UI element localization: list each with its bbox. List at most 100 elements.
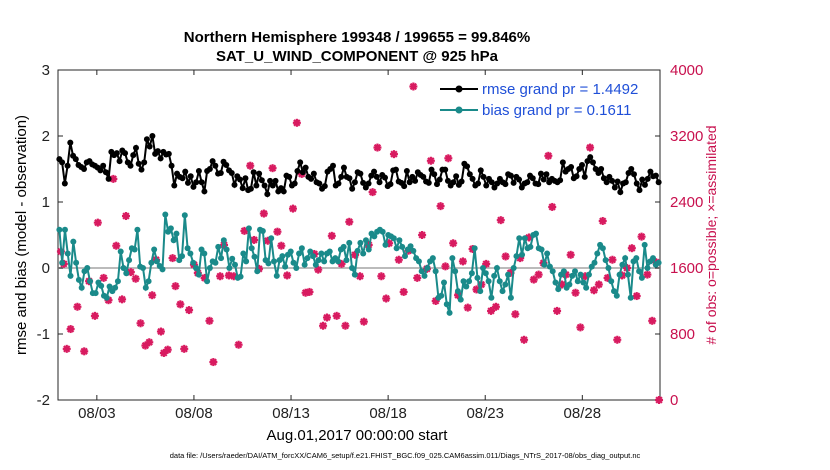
obs-assimilated-marker bbox=[80, 347, 89, 356]
rmse-point bbox=[310, 170, 317, 177]
obs-assimilated-marker bbox=[399, 287, 408, 296]
rmse-point bbox=[130, 152, 137, 159]
bias-point bbox=[641, 241, 648, 248]
obs-assimilated-marker bbox=[209, 358, 218, 367]
rmse-point bbox=[302, 164, 309, 171]
bias-point bbox=[293, 265, 300, 271]
rmse-point bbox=[631, 171, 637, 178]
rmse-point bbox=[365, 180, 372, 187]
bias-point bbox=[84, 265, 91, 271]
rmse-point bbox=[469, 175, 476, 182]
rmse-point bbox=[242, 175, 249, 182]
bias-point bbox=[92, 290, 99, 297]
bias-point bbox=[312, 261, 319, 268]
rmse-point bbox=[135, 160, 142, 167]
bias-point bbox=[599, 245, 606, 252]
x-tick-label: 08/23 bbox=[466, 405, 504, 422]
obs-assimilated-marker bbox=[449, 239, 458, 248]
bias-point bbox=[493, 265, 500, 271]
bias-point bbox=[365, 246, 372, 253]
rmse-point bbox=[267, 177, 274, 184]
bias-point bbox=[544, 250, 551, 257]
rmse-point bbox=[611, 184, 618, 191]
obs-assimilated-marker bbox=[148, 291, 157, 300]
rmse-point bbox=[338, 173, 345, 180]
obs-assimilated-marker bbox=[283, 271, 292, 280]
legend-rmse-label: rmse grand pr = 1.4492 bbox=[482, 81, 638, 98]
bias-point bbox=[273, 272, 280, 279]
bias-point bbox=[243, 258, 250, 265]
rmse-point bbox=[195, 167, 202, 174]
bias-point bbox=[627, 294, 634, 301]
bias-point bbox=[611, 288, 618, 295]
rmse-point bbox=[579, 162, 586, 169]
rmse-point bbox=[507, 172, 514, 179]
rmse-point bbox=[209, 158, 216, 165]
bias-point bbox=[644, 265, 651, 271]
bias-point bbox=[343, 257, 350, 264]
bias-point bbox=[407, 243, 414, 250]
bias-point bbox=[195, 271, 202, 278]
rmse-point bbox=[453, 173, 460, 180]
rmse-point bbox=[436, 176, 443, 183]
bias-point bbox=[349, 265, 356, 271]
bias-point bbox=[282, 263, 289, 270]
rmse-point bbox=[143, 136, 150, 143]
y-tick-label-left: 2 bbox=[42, 128, 50, 145]
rmse-point bbox=[537, 170, 544, 177]
bias-point bbox=[296, 250, 303, 257]
bias-point bbox=[546, 263, 553, 270]
bias-point bbox=[432, 268, 439, 275]
rmse-point bbox=[247, 185, 254, 192]
rmse-point bbox=[116, 158, 123, 165]
bias-point bbox=[307, 248, 314, 255]
bias-point bbox=[148, 259, 155, 266]
rmse-point bbox=[373, 173, 380, 180]
obs-assimilated-marker bbox=[288, 204, 297, 213]
bias-point bbox=[145, 278, 152, 285]
rmse-point bbox=[253, 182, 260, 189]
obs-assimilated-marker bbox=[171, 282, 180, 291]
obs-assimilated-marker bbox=[156, 327, 165, 336]
rmse-point bbox=[639, 176, 646, 183]
obs-assimilated-marker bbox=[441, 262, 450, 271]
bias-point bbox=[153, 258, 160, 265]
bias-point bbox=[507, 294, 514, 301]
obs-assimilated-marker bbox=[632, 292, 641, 301]
bias-point bbox=[98, 282, 105, 289]
bias-point bbox=[371, 233, 378, 240]
obs-assimilated-marker bbox=[643, 270, 652, 279]
bias-point bbox=[452, 268, 459, 275]
bias-point bbox=[106, 283, 113, 290]
bias-point bbox=[187, 250, 194, 257]
rmse-series bbox=[56, 133, 662, 199]
bias-point bbox=[265, 260, 272, 267]
bias-point bbox=[491, 272, 498, 279]
rmse-point bbox=[236, 176, 243, 183]
rmse-point bbox=[559, 159, 566, 166]
rmse-point bbox=[557, 177, 564, 184]
y-tick-label-left: 1 bbox=[42, 194, 50, 211]
bias-point bbox=[251, 253, 258, 260]
rmse-point bbox=[182, 168, 189, 175]
bias-point bbox=[192, 265, 199, 271]
rmse-point bbox=[433, 181, 440, 188]
bias-point bbox=[357, 239, 364, 246]
rmse-point bbox=[480, 173, 487, 180]
rmse-point bbox=[466, 171, 473, 178]
rmse-point bbox=[371, 168, 378, 175]
bias-point bbox=[73, 259, 80, 266]
bias-point bbox=[449, 255, 456, 262]
rmse-point bbox=[330, 162, 336, 169]
obs-assimilated-marker bbox=[93, 218, 102, 227]
bias-point bbox=[271, 258, 277, 265]
obs-assimilated-marker bbox=[185, 306, 194, 315]
bias-point bbox=[379, 228, 386, 235]
bias-point bbox=[117, 248, 124, 255]
bias-point bbox=[123, 270, 130, 277]
rmse-point bbox=[316, 180, 323, 187]
obs-assimilated-marker bbox=[180, 344, 189, 353]
obs-assimilated-marker bbox=[594, 280, 603, 289]
